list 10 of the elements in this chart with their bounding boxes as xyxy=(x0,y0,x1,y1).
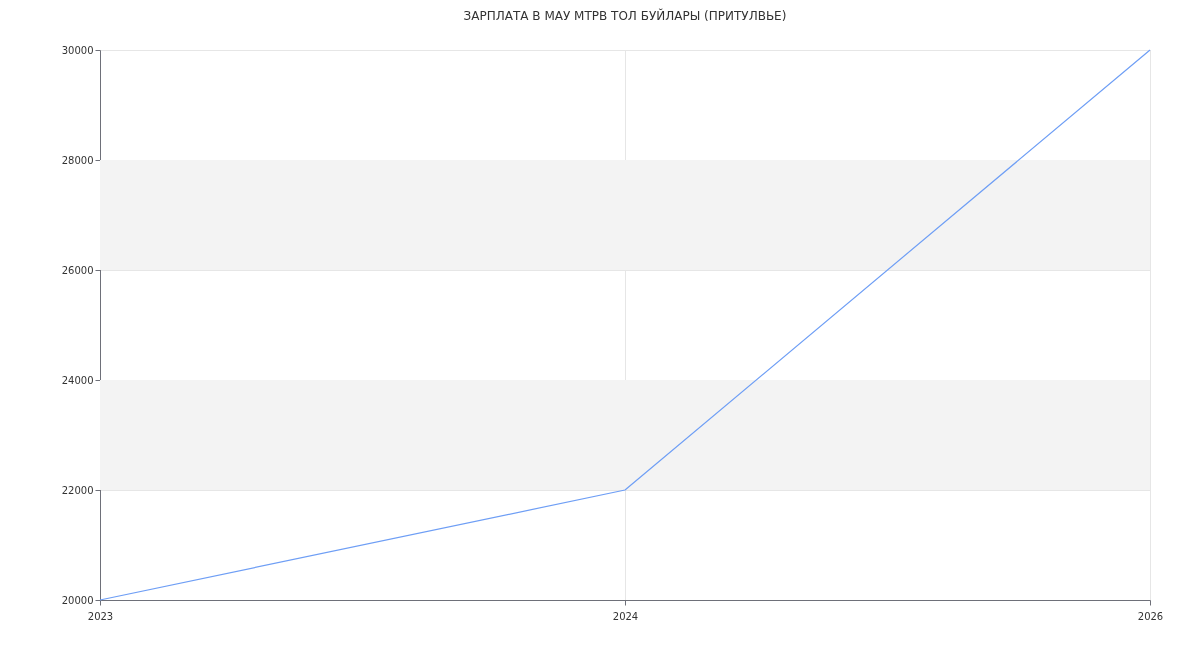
chart-title: ЗАРПЛАТА В МАУ МТРВ ТОЛ БУЙЛАРЫ (ПРИТУЛВЬЕ) xyxy=(463,8,787,23)
y-tick-label: 24000 xyxy=(61,374,94,386)
y-tick-label: 26000 xyxy=(61,264,94,276)
x-tick-label: 2026 xyxy=(1137,610,1164,622)
y-tick-label: 28000 xyxy=(61,154,94,166)
y-tick-label: 22000 xyxy=(61,484,94,496)
y-tick-label: 30000 xyxy=(61,44,94,56)
x-tick-label: 2023 xyxy=(87,610,114,622)
y-tick-label: 20000 xyxy=(61,594,94,606)
x-tick-label: 2024 xyxy=(612,610,639,622)
